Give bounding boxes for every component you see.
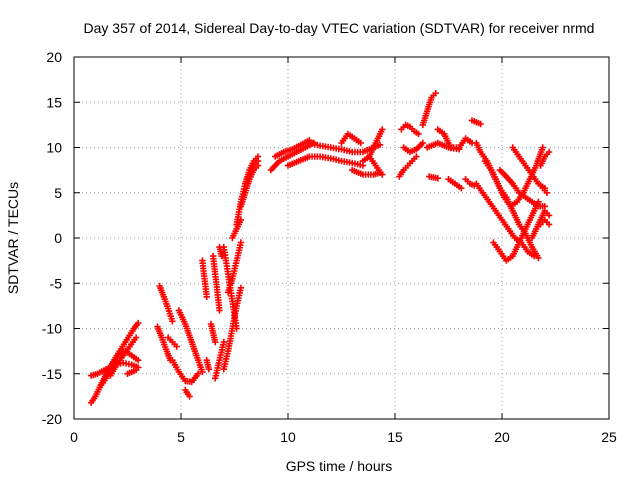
- y-axis-label: SDTVAR / TECUs: [5, 182, 21, 294]
- y-tick-label: 5: [54, 185, 62, 201]
- data-track: [207, 320, 219, 346]
- y-axis-ticks: -20 -15 -10 -5 0 5 10 15 20: [42, 49, 609, 427]
- data-track: [224, 239, 245, 296]
- data-track: [434, 126, 476, 151]
- data-track: [349, 166, 384, 178]
- data-track: [462, 176, 478, 189]
- y-tick-label: 20: [46, 49, 62, 65]
- data-track: [182, 386, 193, 400]
- data-track: [220, 284, 245, 373]
- y-tick-label: -15: [42, 366, 62, 382]
- data-track: [216, 243, 225, 260]
- data-track: [154, 323, 174, 364]
- data-track: [165, 334, 180, 350]
- data-track: [242, 157, 262, 187]
- y-tick-label: 10: [46, 140, 62, 156]
- data-track: [537, 148, 553, 169]
- x-tick-label: 0: [70, 429, 78, 445]
- y-tick-label: 15: [46, 94, 62, 110]
- data-track: [203, 357, 212, 373]
- data-track: [209, 252, 223, 314]
- data-track: [539, 185, 551, 196]
- data-track: [199, 257, 210, 300]
- data-track: [398, 121, 422, 138]
- y-tick-label: -5: [50, 275, 63, 291]
- data-track: [400, 139, 426, 156]
- data-track: [468, 117, 484, 128]
- data-track: [509, 144, 548, 192]
- x-tick-label: 25: [601, 429, 617, 445]
- x-tick-label: 5: [177, 429, 185, 445]
- data-track: [338, 130, 364, 147]
- data-track: [107, 334, 140, 379]
- x-tick-label: 20: [494, 429, 510, 445]
- y-tick-label: -20: [42, 411, 62, 427]
- data-track: [272, 137, 313, 160]
- data-track: [445, 176, 465, 192]
- data-track: [156, 282, 176, 325]
- data-track: [175, 307, 206, 376]
- data-track: [359, 153, 386, 178]
- y-tick-label: -10: [42, 321, 62, 337]
- data-track: [490, 198, 542, 264]
- x-axis-label: GPS time / hours: [286, 458, 393, 474]
- grid: [74, 57, 609, 419]
- x-axis-ticks: 0 5 10 15 20 25: [70, 57, 617, 445]
- y-tick-label: 0: [54, 230, 62, 246]
- data-track: [284, 153, 367, 169]
- data-track: [426, 173, 441, 182]
- x-tick-label: 10: [280, 429, 296, 445]
- data-track: [419, 90, 439, 129]
- x-tick-label: 15: [387, 429, 403, 445]
- data-track: [124, 366, 140, 377]
- data-track: [212, 338, 227, 382]
- data-track: [537, 216, 553, 228]
- data-track: [396, 153, 420, 180]
- data-track: [496, 166, 548, 210]
- chart-title: Day 357 of 2014, Sidereal Day-to-day VTE…: [84, 20, 595, 36]
- data-points: [87, 90, 553, 406]
- data-track: [169, 357, 202, 386]
